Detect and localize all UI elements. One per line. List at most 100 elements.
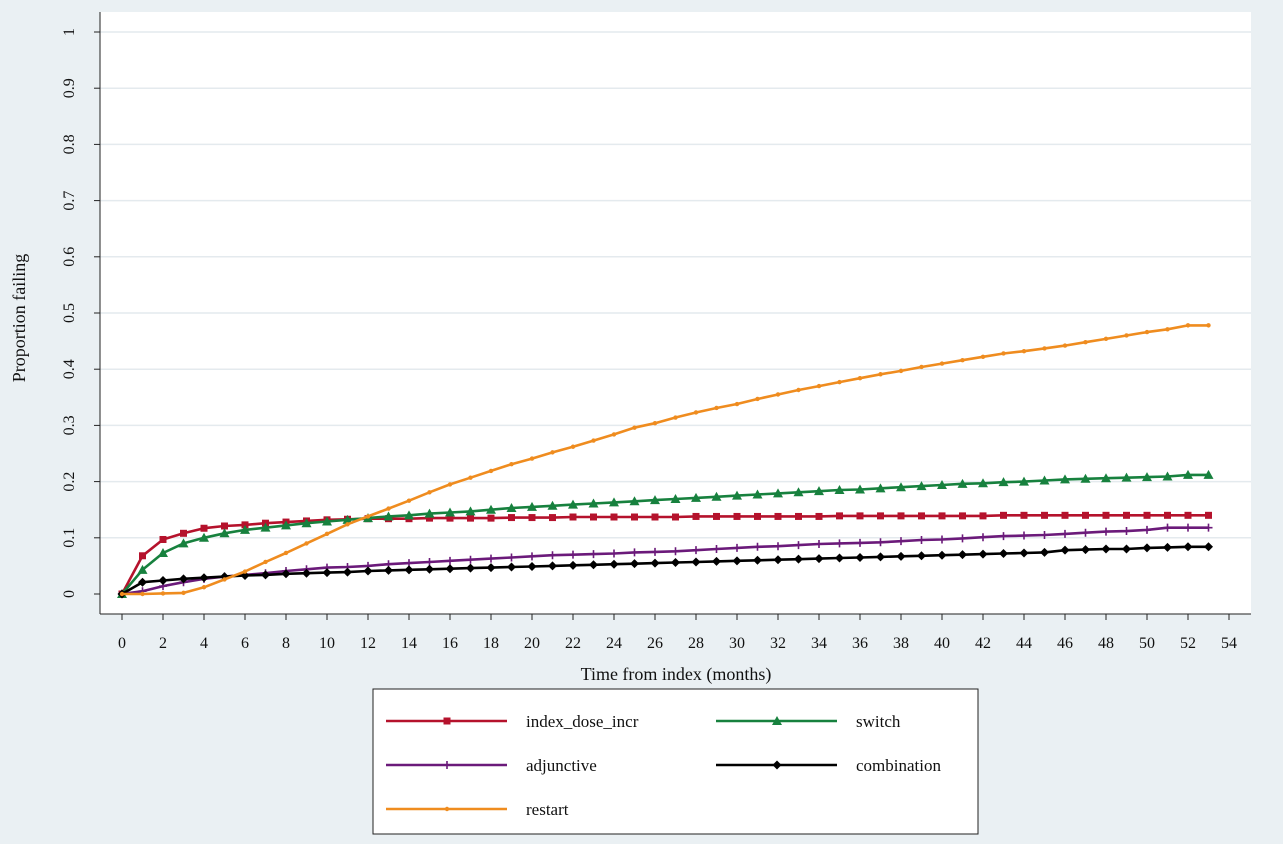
y-axis-ticks: 0 0.1 0.2 0.3 0.4 0.5 0.6 0.7 0.8 0.9 1 [61,28,100,598]
series-index-dose-incr [118,511,1212,598]
data-point-adjunctive [1020,531,1028,540]
data-point-switch [240,524,250,534]
data-point-switch [219,528,230,538]
data-point-adjunctive [1143,525,1151,534]
legend-swatch-marker [772,760,782,770]
x-tick-label: 40 [934,635,950,652]
data-point-combination [1060,545,1070,555]
data-point-restart [980,354,986,360]
data-point-switch [814,486,824,496]
x-tick-label: 20 [524,635,540,652]
data-point-index-dose-incr [508,514,515,522]
data-point-restart [816,383,822,389]
data-point-switch [1203,469,1214,479]
data-point-combination [445,564,455,574]
data-point-adjunctive [446,556,454,565]
data-point-switch [1101,473,1111,483]
data-point-adjunctive [733,543,741,552]
data-point-combination [1204,542,1213,552]
x-tick-label: 18 [483,635,499,652]
data-point-adjunctive [487,554,495,563]
data-point-restart [1042,346,1047,351]
data-point-adjunctive [712,545,721,554]
x-tick-label: 16 [442,635,458,652]
data-point-combination [773,555,783,565]
data-point-combination [138,577,147,587]
data-point-adjunctive [897,537,905,546]
data-point-index-dose-incr [672,513,679,521]
legend: index_dose_incr switch adjunctive combinati… [372,688,979,835]
data-point-restart [611,432,617,437]
data-point-combination [835,553,844,563]
data-point-combination [650,558,660,568]
data-point-restart [283,550,289,556]
data-point-index-dose-incr [1184,511,1192,519]
data-point-combination [1163,542,1172,552]
data-point-combination [1101,544,1111,554]
data-point-adjunctive [1102,527,1110,536]
legend-item-restart: restart [386,800,569,819]
data-point-restart [898,368,904,374]
data-point-adjunctive [876,538,885,547]
data-point-combination [425,564,434,574]
data-point-index-dose-incr [692,512,700,520]
data-point-adjunctive [856,538,864,547]
y-tick-label: 0.8 [61,134,78,154]
data-point-index-dose-incr [938,512,946,520]
data-point-restart [673,415,678,420]
gridlines [100,31,1251,539]
data-point-restart [693,410,699,415]
data-point-restart [365,514,371,519]
y-tick-label: 0.4 [61,359,78,379]
data-point-switch [1183,469,1193,479]
data-point-combination [1122,544,1131,554]
data-point-adjunctive [753,542,762,551]
data-point-restart [1185,323,1191,328]
x-tick-label: 36 [852,635,868,652]
x-tick-label: 50 [1139,635,1155,652]
y-tick-label: 0.6 [61,247,78,267]
x-tick-label: 42 [975,635,991,652]
data-point-switch [998,477,1009,487]
data-point-combination [261,570,270,580]
data-point-index-dose-incr [959,512,966,520]
y-tick-label: 0.3 [61,415,78,435]
data-point-index-dose-incr [446,514,454,522]
x-tick-label: 28 [688,635,704,652]
data-point-restart [1206,323,1211,328]
data-point-combination [281,569,291,579]
legend-swatch-marker [444,806,450,812]
data-point-switch [670,494,681,504]
data-point-restart [406,498,412,503]
data-point-index-dose-incr [610,513,618,521]
data-point-switch [424,508,435,518]
data-point-switch [178,538,189,548]
legend-label: restart [526,800,569,819]
data-point-combination [855,552,865,562]
data-point-switch [342,514,353,524]
data-point-combination [712,556,721,566]
data-point-combination [630,559,639,569]
data-point-adjunctive [1122,527,1131,536]
data-point-switch [1019,476,1029,486]
legend-item-switch: switch [716,712,901,731]
data-point-index-dose-incr [1205,511,1212,519]
data-point-restart [468,475,473,480]
data-point-combination [589,560,598,570]
data-point-restart [529,456,535,461]
data-point-switch [937,479,947,489]
data-point-index-dose-incr [877,512,884,520]
data-point-restart [1144,329,1150,335]
data-point-combination [1081,545,1090,555]
data-point-combination [158,576,168,586]
data-point-adjunctive [671,547,680,556]
data-point-restart [878,372,883,377]
data-point-switch [855,484,865,494]
x-tick-label: 32 [770,635,786,652]
data-point-switch [260,522,271,532]
data-point-index-dose-incr [1000,511,1007,519]
data-point-combination [609,559,619,569]
data-point-index-dose-incr [221,522,228,530]
data-point-switch [588,498,599,508]
series-line-switch [121,473,1209,595]
